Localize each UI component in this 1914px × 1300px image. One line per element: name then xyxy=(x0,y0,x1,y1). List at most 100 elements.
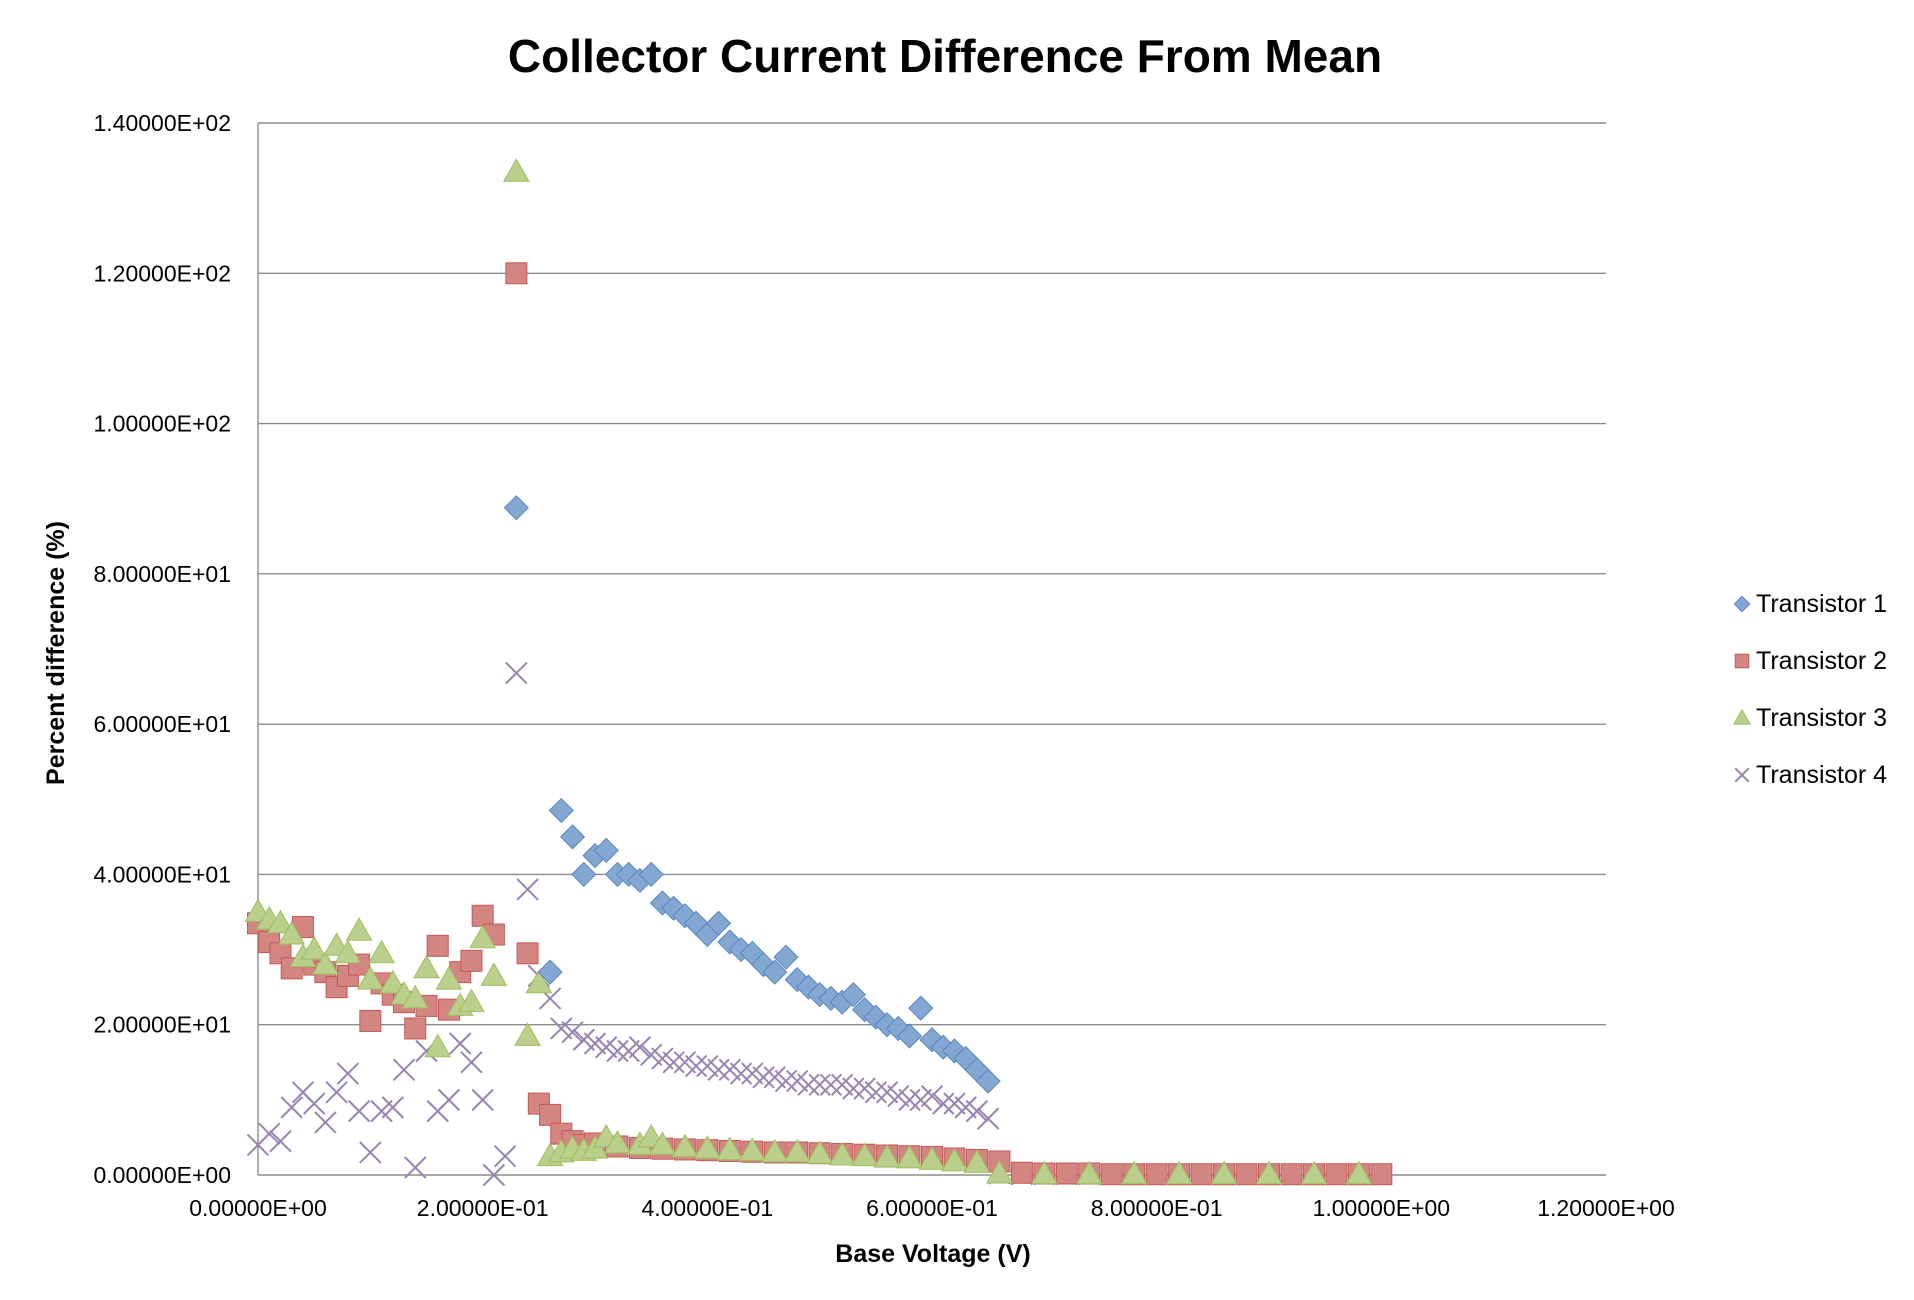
data-point-series-3 xyxy=(502,158,530,182)
data-point-series-3 xyxy=(413,954,440,979)
x-tick-label: 2.00000E-01 xyxy=(417,1195,549,1221)
data-point-series-3 xyxy=(941,1147,968,1172)
x-tick-label: 1.00000E+00 xyxy=(1313,1195,1451,1221)
data-point-series-4 xyxy=(471,1088,494,1112)
data-point-series-4 xyxy=(561,1021,584,1044)
data-point-series-2 xyxy=(471,904,494,927)
series-1-points xyxy=(503,495,1001,1094)
legend-marker-series-1 xyxy=(1733,595,1751,613)
data-point-series-4 xyxy=(482,1163,506,1187)
y-tick-label: 2.00000E+01 xyxy=(94,1012,232,1038)
data-point-series-3 xyxy=(435,966,463,990)
data-point-series-1 xyxy=(840,982,866,1008)
data-point-series-4 xyxy=(302,1092,326,1115)
data-point-series-4 xyxy=(707,1058,730,1082)
data-point-series-4 xyxy=(819,1073,843,1097)
data-point-series-3 xyxy=(480,962,508,986)
x-tick-label: 6.00000E-01 xyxy=(866,1195,998,1221)
data-point-series-4 xyxy=(774,1069,798,1093)
y-tick-label: 0.00000E+00 xyxy=(94,1162,232,1188)
data-marks xyxy=(244,158,1393,1187)
data-point-series-4 xyxy=(381,1096,405,1119)
data-point-series-3 xyxy=(918,1146,946,1170)
data-point-series-4 xyxy=(898,1088,921,1112)
data-point-series-1 xyxy=(975,1068,1001,1094)
data-point-series-4 xyxy=(404,1156,427,1179)
data-point-series-4 xyxy=(437,1088,461,1112)
grid-layer xyxy=(257,122,1606,1176)
data-point-series-3 xyxy=(716,1136,744,1161)
chart-title: Collector Current Difference From Mean xyxy=(508,30,1382,82)
data-point-series-2 xyxy=(404,1017,427,1040)
data-point-series-3 xyxy=(963,1149,991,1173)
legend-marker-series-4 xyxy=(1734,767,1750,783)
data-point-series-3 xyxy=(604,1129,631,1154)
data-point-series-3 xyxy=(379,969,407,994)
y-tick-label: 1.20000E+02 xyxy=(94,260,232,286)
data-point-series-3 xyxy=(401,984,429,1009)
data-point-series-2 xyxy=(460,949,483,972)
y-axis-title: Percent difference (%) xyxy=(42,521,70,785)
data-point-series-4 xyxy=(864,1081,888,1104)
data-point-series-2 xyxy=(1055,1162,1078,1185)
data-point-series-1 xyxy=(559,824,586,850)
data-point-series-3 xyxy=(648,1131,676,1155)
legend-label-series-4: Transistor 4 xyxy=(1756,761,1887,789)
data-point-series-4 xyxy=(325,1081,348,1104)
data-point-series-4 xyxy=(842,1077,865,1100)
data-point-series-3 xyxy=(267,909,294,934)
data-point-series-2 xyxy=(1235,1163,1258,1186)
data-point-series-1 xyxy=(908,995,934,1021)
data-point-series-3 xyxy=(693,1135,721,1159)
data-point-series-4 xyxy=(932,1092,955,1115)
data-point-series-3 xyxy=(851,1142,879,1167)
data-point-series-2 xyxy=(505,262,528,285)
data-point-series-4 xyxy=(808,1073,831,1097)
data-point-series-3 xyxy=(1075,1160,1103,1185)
data-point-series-4 xyxy=(347,1099,371,1123)
data-point-series-4 xyxy=(280,1096,303,1119)
data-point-series-1 xyxy=(548,797,574,824)
data-point-series-3 xyxy=(469,924,497,949)
data-point-series-2 xyxy=(516,942,539,965)
data-point-series-1 xyxy=(705,910,732,936)
data-point-series-4 xyxy=(729,1062,753,1085)
data-point-series-4 xyxy=(965,1099,989,1123)
data-point-series-3 xyxy=(457,988,485,1013)
data-point-series-3 xyxy=(1120,1160,1148,1185)
data-point-series-1 xyxy=(593,837,619,863)
data-point-series-3 xyxy=(783,1138,811,1163)
data-point-series-4 xyxy=(460,1051,483,1074)
data-point-series-1 xyxy=(941,1038,968,1064)
x-tick-labels: 0.00000E+00 2.00000E-01 4.00000E-01 6.00000… xyxy=(189,1195,1675,1221)
y-tick-labels: 0.00000E+00 2.00000E+01 4.00000E+01 6.00000… xyxy=(94,110,232,1188)
data-point-series-4 xyxy=(516,878,539,901)
data-point-series-4 xyxy=(797,1073,820,1097)
data-point-series-4 xyxy=(258,1122,281,1145)
series-3-points xyxy=(244,158,1373,1185)
data-point-series-3 xyxy=(278,920,306,945)
x-tick-label: 1.20000E+00 xyxy=(1537,1195,1675,1221)
data-point-series-2 xyxy=(1370,1163,1393,1186)
y-tick-label: 4.00000E+01 xyxy=(94,861,232,887)
data-point-series-3 xyxy=(368,939,396,964)
data-point-series-3 xyxy=(514,1022,542,1046)
data-point-series-2 xyxy=(1010,1161,1033,1184)
legend-label-series-1: Transistor 1 xyxy=(1756,590,1887,618)
data-point-series-2 xyxy=(1145,1163,1168,1186)
data-point-series-3 xyxy=(738,1137,766,1161)
data-point-series-3 xyxy=(806,1140,834,1164)
data-point-series-3 xyxy=(828,1141,856,1166)
data-point-series-4 xyxy=(269,1129,292,1153)
data-point-series-3 xyxy=(300,935,328,960)
data-point-series-3 xyxy=(334,939,362,964)
data-point-series-4 xyxy=(505,661,528,685)
data-point-series-4 xyxy=(684,1054,708,1078)
y-tick-label: 1.00000E+02 xyxy=(94,411,232,437)
data-point-series-3 xyxy=(356,966,384,990)
data-point-series-2 xyxy=(359,1009,382,1032)
data-point-series-3 xyxy=(761,1138,789,1163)
data-point-series-3 xyxy=(1255,1160,1283,1185)
